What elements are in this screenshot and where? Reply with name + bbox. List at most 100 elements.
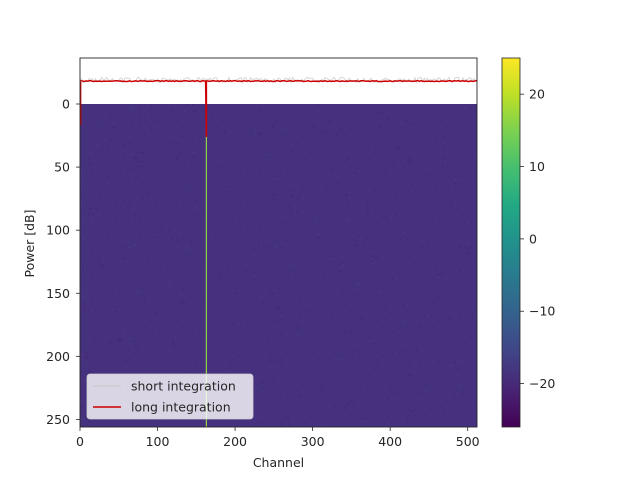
heatmap-noise-cell — [83, 380, 85, 383]
heatmap-noise-cell — [145, 243, 148, 246]
heatmap-noise-cell — [406, 303, 409, 306]
heatmap-noise-cell — [125, 365, 128, 368]
heatmap-noise-cell — [444, 160, 447, 163]
heatmap-noise-cell — [82, 296, 85, 299]
heatmap-noise-cell — [389, 385, 392, 388]
heatmap-noise-cell — [346, 123, 349, 126]
heatmap-noise-cell — [164, 225, 167, 228]
heatmap-noise-cell — [386, 414, 389, 417]
heatmap-noise-cell — [375, 257, 378, 260]
colorbar-tick-label: 20 — [529, 87, 545, 102]
heatmap-noise-cell — [121, 109, 124, 112]
heatmap-noise-cell — [123, 257, 126, 260]
heatmap-noise-cell — [265, 197, 268, 200]
heatmap-noise-cell — [154, 312, 157, 315]
heatmap-noise-cell — [228, 186, 231, 189]
heatmap-noise-cell — [454, 181, 457, 184]
heatmap-noise-cell — [405, 420, 408, 423]
heatmap-noise-cell — [293, 212, 296, 215]
heatmap-noise-cell — [233, 176, 236, 179]
heatmap-noise-cell — [236, 139, 239, 142]
heatmap-noise-cell — [272, 124, 275, 127]
heatmap-noise-cell — [320, 302, 323, 305]
heatmap-noise-cell — [331, 168, 334, 171]
heatmap-noise-cell — [281, 107, 284, 110]
heatmap-noise-cell — [254, 132, 257, 135]
heatmap-noise-cell — [419, 326, 421, 329]
heatmap-noise-cell — [261, 269, 264, 272]
heatmap-noise-cell — [194, 302, 197, 305]
heatmap-noise-cell — [137, 290, 140, 293]
heatmap-noise-cell — [429, 255, 432, 258]
heatmap-noise-cell — [354, 172, 357, 175]
heatmap-noise-cell — [252, 290, 254, 293]
heatmap-noise-cell — [455, 104, 458, 107]
heatmap-noise-cell — [165, 230, 167, 233]
heatmap-noise-cell — [355, 355, 358, 358]
heatmap-noise-cell — [358, 283, 360, 286]
heatmap-noise-cell — [347, 158, 350, 161]
heatmap-noise-cell — [331, 314, 334, 317]
heatmap-noise-cell — [294, 207, 297, 210]
heatmap-noise-cell — [439, 274, 442, 277]
heatmap-noise-cell — [420, 132, 423, 135]
heatmap-noise-cell — [139, 121, 142, 123]
heatmap-noise-cell — [233, 106, 236, 109]
heatmap-noise-cell — [93, 340, 95, 343]
heatmap-noise-cell — [229, 364, 232, 367]
heatmap-noise-cell — [237, 316, 240, 319]
heatmap-noise-cell — [165, 353, 168, 356]
heatmap-noise-cell — [135, 156, 137, 159]
heatmap-noise-cell — [220, 315, 223, 318]
heatmap-noise-cell — [392, 331, 395, 334]
heatmap-noise-cell — [453, 201, 456, 204]
heatmap-noise-cell — [358, 418, 361, 421]
heatmap-noise-cell — [394, 361, 396, 364]
heatmap-noise-cell — [272, 193, 275, 196]
heatmap-noise-cell — [192, 104, 195, 106]
heatmap-noise-cell — [87, 187, 90, 190]
heatmap-noise-cell — [138, 233, 141, 236]
heatmap-noise-cell — [436, 281, 438, 284]
heatmap-noise-cell — [288, 424, 291, 427]
heatmap-noise-cell — [136, 151, 139, 154]
heatmap-noise-cell — [134, 259, 137, 262]
heatmap-noise-cell — [291, 151, 294, 154]
heatmap-noise-cell — [215, 340, 218, 342]
x-axis-label: Channel — [253, 455, 304, 470]
heatmap-noise-cell — [270, 107, 273, 109]
heatmap-noise-cell — [178, 181, 180, 184]
heatmap-noise-cell — [349, 331, 352, 333]
heatmap-noise-cell — [131, 153, 134, 156]
colorbar-tick-label: 0 — [529, 231, 537, 246]
heatmap-noise-cell — [225, 339, 228, 342]
heatmap-noise-cell — [324, 118, 327, 121]
heatmap-noise-cell — [130, 122, 133, 125]
heatmap-noise-cell — [149, 126, 152, 129]
heatmap-noise-cell — [395, 279, 398, 282]
heatmap-noise-cell — [371, 212, 374, 215]
heatmap-noise-cell — [217, 161, 220, 164]
heatmap-noise-cell — [117, 339, 120, 342]
heatmap-noise-cell — [182, 325, 184, 328]
heatmap-noise-cell — [125, 261, 128, 264]
heatmap-noise-cell — [137, 350, 140, 353]
heatmap-noise-cell — [204, 122, 207, 125]
heatmap-noise-cell — [121, 259, 124, 262]
heatmap-noise-cell — [376, 355, 379, 358]
heatmap-noise-cell — [263, 292, 266, 295]
heatmap-noise-cell — [146, 105, 148, 107]
heatmap-noise-cell — [372, 250, 375, 253]
heatmap-noise-cell — [128, 141, 131, 144]
heatmap-noise-cell — [375, 309, 378, 312]
heatmap-noise-cell — [372, 189, 375, 192]
heatmap-noise-cell — [168, 210, 171, 213]
heatmap-noise-cell — [474, 174, 477, 177]
heatmap-noise-cell — [197, 194, 200, 197]
heatmap-noise-cell — [203, 130, 206, 133]
heatmap-noise-cell — [216, 119, 219, 122]
heatmap-noise-cell — [471, 307, 473, 310]
heatmap-noise-cell — [115, 292, 118, 295]
heatmap-noise-cell — [91, 213, 94, 216]
heatmap-noise-cell — [328, 255, 331, 258]
